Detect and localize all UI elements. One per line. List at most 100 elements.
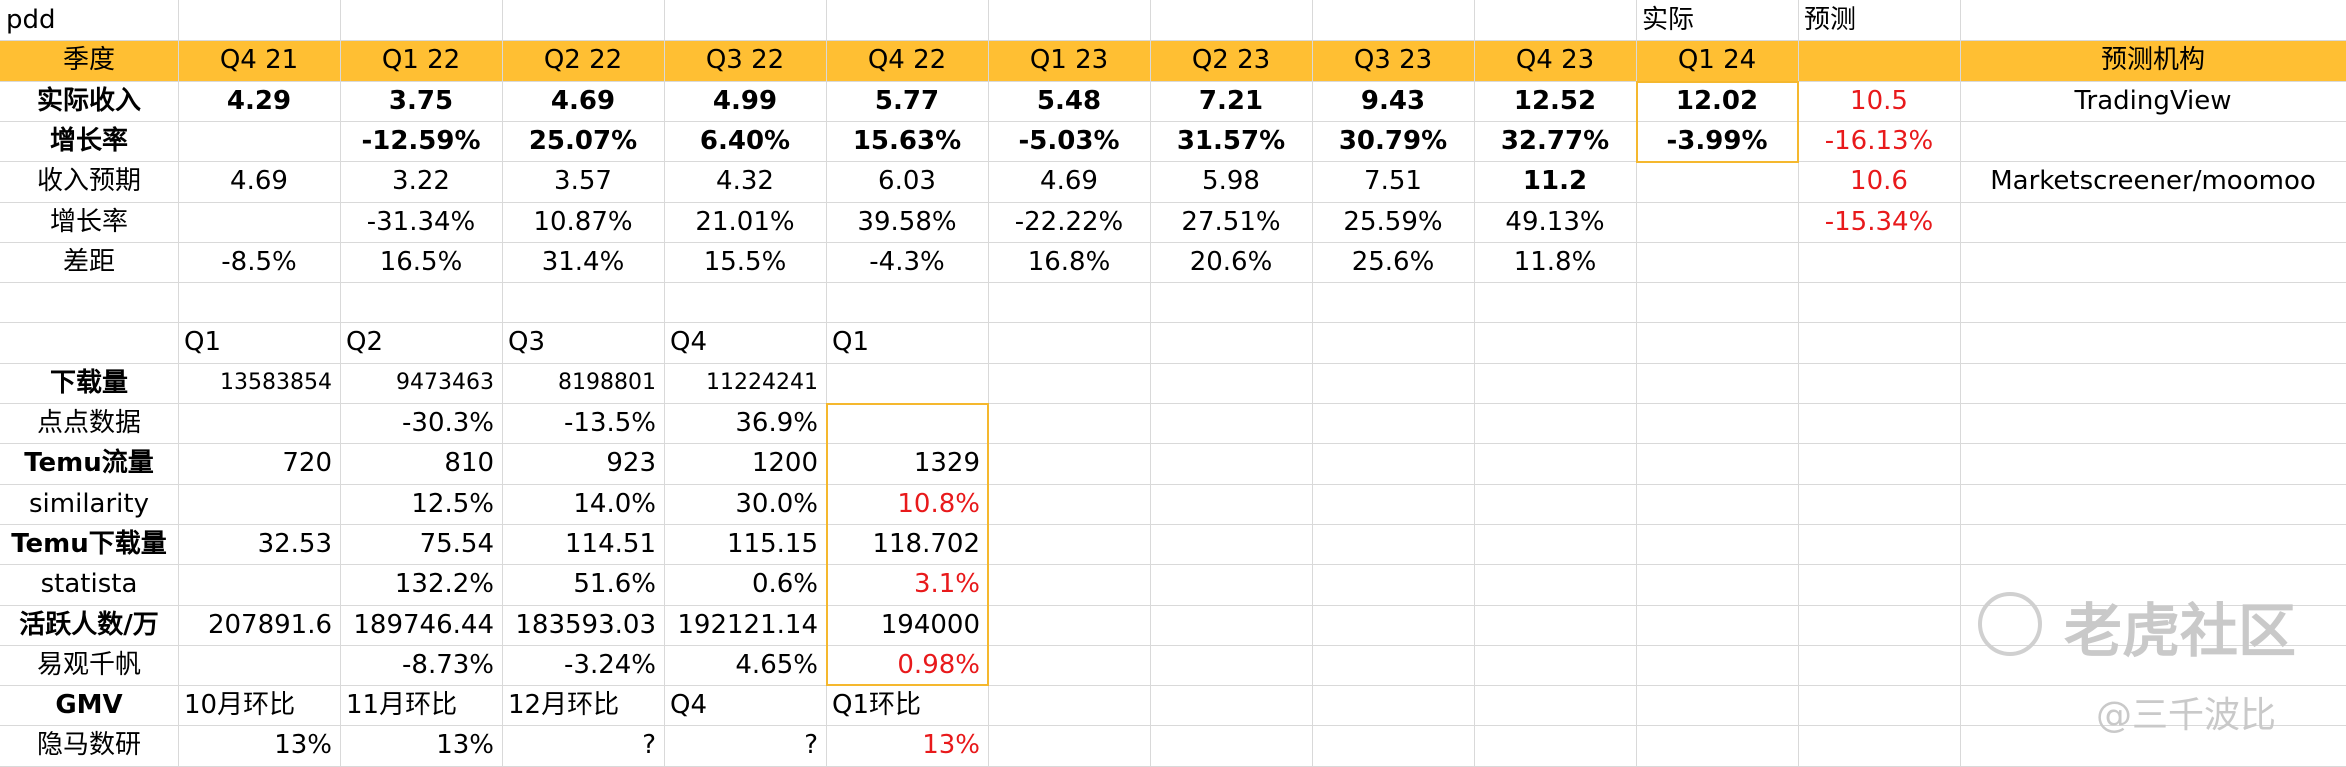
cell-row-12-c3[interactable]: 923 — [606, 448, 656, 479]
cell-row-16-c2[interactable]: 189746.44 — [353, 609, 494, 640]
cell-row-7-c9[interactable]: 11.8% — [1513, 246, 1597, 277]
cell-row-7-c6[interactable]: 16.8% — [1027, 246, 1111, 277]
cell-row-6-c4[interactable]: 21.01% — [695, 206, 795, 237]
cell-row-4-c6[interactable]: -5.03% — [1018, 125, 1120, 156]
cell-row-7-c3[interactable]: 31.4% — [541, 246, 625, 277]
cell-row-3-c1[interactable]: 4.29 — [226, 85, 292, 116]
cell-row-2-header-c12[interactable]: 预测机构 — [2100, 45, 2205, 76]
cell-row-14-c2[interactable]: 75.54 — [419, 528, 494, 559]
cell-row-1-c0[interactable]: pdd — [6, 5, 56, 35]
cell-row-5-c11[interactable]: 10.6 — [1850, 166, 1908, 197]
cell-row-3-c9[interactable]: 12.52 — [1513, 85, 1597, 116]
cell-row-10-c0[interactable]: 下载量 — [49, 367, 128, 398]
cell-row-5-c7[interactable]: 5.98 — [1202, 166, 1260, 197]
cell-row-13-c0[interactable]: similarity — [29, 488, 149, 519]
cell-row-3-c11[interactable]: 10.5 — [1850, 85, 1908, 116]
cell-row-6-c5[interactable]: 39.58% — [857, 206, 957, 237]
cell-row-4-c2[interactable]: -12.59% — [361, 125, 481, 156]
cell-row-14-c1[interactable]: 32.53 — [257, 528, 332, 559]
cell-row-1-c11[interactable]: 预测 — [1804, 5, 1857, 35]
cell-row-6-c6[interactable]: -22.22% — [1014, 206, 1124, 237]
cell-row-3-c3[interactable]: 4.69 — [550, 85, 616, 116]
cell-row-3-c0[interactable]: 实际收入 — [36, 85, 141, 116]
cell-row-11-c0[interactable]: 点点数据 — [36, 408, 141, 438]
cell-row-9-c4[interactable]: Q4 — [670, 327, 708, 358]
cell-row-5-c3[interactable]: 3.57 — [554, 166, 612, 197]
cell-row-2-header-c10[interactable]: Q1 24 — [1677, 45, 1757, 76]
cell-row-5-c6[interactable]: 4.69 — [1040, 166, 1098, 197]
cell-row-7-c7[interactable]: 20.6% — [1189, 246, 1273, 277]
cell-row-6-c0[interactable]: 增长率 — [49, 206, 128, 237]
cell-row-11-c2[interactable]: -30.3% — [402, 408, 494, 438]
cell-row-12-c2[interactable]: 810 — [444, 448, 494, 479]
cell-row-14-c4[interactable]: 115.15 — [727, 528, 818, 559]
cell-row-12-c1[interactable]: 720 — [282, 448, 332, 479]
cell-row-19-c5[interactable]: 13% — [922, 730, 980, 761]
cell-row-9-c2[interactable]: Q2 — [346, 327, 384, 358]
cell-row-10-c3[interactable]: 8198801 — [558, 369, 656, 395]
cell-row-2-header-c6[interactable]: Q1 23 — [1029, 45, 1109, 76]
cell-row-7-c4[interactable]: 15.5% — [703, 246, 787, 277]
cell-row-9-c1[interactable]: Q1 — [184, 327, 222, 358]
cell-row-12-c4[interactable]: 1200 — [751, 448, 818, 479]
cell-row-2-header-c9[interactable]: Q4 23 — [1515, 45, 1595, 76]
cell-row-5-c5[interactable]: 6.03 — [878, 166, 936, 197]
cell-row-4-c4[interactable]: 6.40% — [699, 125, 791, 156]
cell-row-15-c5[interactable]: 3.1% — [913, 569, 980, 600]
cell-row-2-header-c4[interactable]: Q3 22 — [705, 45, 785, 76]
cell-row-12-c0[interactable]: Temu流量 — [24, 448, 154, 479]
cell-row-3-c5[interactable]: 5.77 — [874, 85, 940, 116]
cell-row-13-c2[interactable]: 12.5% — [411, 488, 494, 519]
cell-row-17-c4[interactable]: 4.65% — [735, 649, 818, 680]
cell-row-15-c4[interactable]: 0.6% — [751, 569, 818, 600]
cell-row-3-c6[interactable]: 5.48 — [1036, 85, 1102, 116]
cell-row-4-c7[interactable]: 31.57% — [1176, 125, 1286, 156]
cell-row-10-c2[interactable]: 9473463 — [396, 369, 494, 395]
cell-row-5-c9[interactable]: 11.2 — [1522, 166, 1588, 197]
cell-row-1-c10[interactable]: 实际 — [1642, 5, 1695, 35]
cell-row-6-c11[interactable]: -15.34% — [1824, 206, 1934, 237]
cell-row-7-c1[interactable]: -8.5% — [221, 246, 297, 277]
cell-row-6-c7[interactable]: 27.51% — [1181, 206, 1281, 237]
cell-row-18-c1[interactable]: 10月环比 — [184, 690, 296, 721]
cell-row-17-c0[interactable]: 易观千帆 — [36, 649, 141, 680]
cell-row-2-header-c2[interactable]: Q1 22 — [381, 45, 461, 76]
cell-row-10-c4[interactable]: 11224241 — [706, 369, 818, 395]
cell-row-14-c5[interactable]: 118.702 — [872, 528, 980, 559]
cell-row-6-c8[interactable]: 25.59% — [1343, 206, 1443, 237]
cell-row-7-c0[interactable]: 差距 — [62, 246, 115, 277]
cell-row-11-c4[interactable]: 36.9% — [735, 408, 818, 438]
cell-row-2-header-c8[interactable]: Q3 23 — [1353, 45, 1433, 76]
cell-row-16-c3[interactable]: 183593.03 — [515, 609, 656, 640]
cell-row-15-c3[interactable]: 51.6% — [573, 569, 656, 600]
cell-row-16-c4[interactable]: 192121.14 — [677, 609, 818, 640]
cell-row-10-c1[interactable]: 13583854 — [220, 369, 332, 395]
cell-row-17-c3[interactable]: -3.24% — [564, 649, 656, 680]
cell-row-3-c10[interactable]: 12.02 — [1675, 85, 1759, 116]
cell-row-2-header-c0[interactable]: 季度 — [62, 45, 115, 76]
cell-row-12-c5[interactable]: 1329 — [913, 448, 980, 479]
cell-row-13-c5[interactable]: 10.8% — [897, 488, 980, 519]
cell-row-16-c5[interactable]: 194000 — [880, 609, 980, 640]
cell-row-17-c5[interactable]: 0.98% — [897, 649, 980, 680]
cell-row-15-c2[interactable]: 132.2% — [394, 569, 494, 600]
cell-row-4-c9[interactable]: 32.77% — [1500, 125, 1610, 156]
cell-row-6-c2[interactable]: -31.34% — [366, 206, 476, 237]
cell-row-5-c2[interactable]: 3.22 — [392, 166, 450, 197]
cell-row-4-c11[interactable]: -16.13% — [1824, 125, 1934, 156]
cell-row-14-c0[interactable]: Temu下载量 — [11, 528, 167, 559]
cell-row-3-c4[interactable]: 4.99 — [712, 85, 778, 116]
cell-row-19-c1[interactable]: 13% — [274, 730, 332, 761]
cell-row-6-c3[interactable]: 10.87% — [533, 206, 633, 237]
cell-row-19-c3[interactable]: ? — [642, 730, 656, 761]
cell-row-3-c12[interactable]: TradingView — [2074, 85, 2232, 116]
cell-row-5-c8[interactable]: 7.51 — [1364, 166, 1422, 197]
cell-row-16-c0[interactable]: 活跃人数/万 — [19, 609, 159, 640]
cell-row-18-c3[interactable]: 12月环比 — [508, 690, 620, 721]
cell-row-3-c8[interactable]: 9.43 — [1360, 85, 1426, 116]
cell-row-2-header-c7[interactable]: Q2 23 — [1191, 45, 1271, 76]
cell-row-4-c3[interactable]: 25.07% — [528, 125, 638, 156]
cell-row-5-c1[interactable]: 4.69 — [230, 166, 288, 197]
cell-row-4-c0[interactable]: 增长率 — [49, 125, 128, 156]
cell-row-18-c0[interactable]: GMV — [55, 690, 123, 721]
